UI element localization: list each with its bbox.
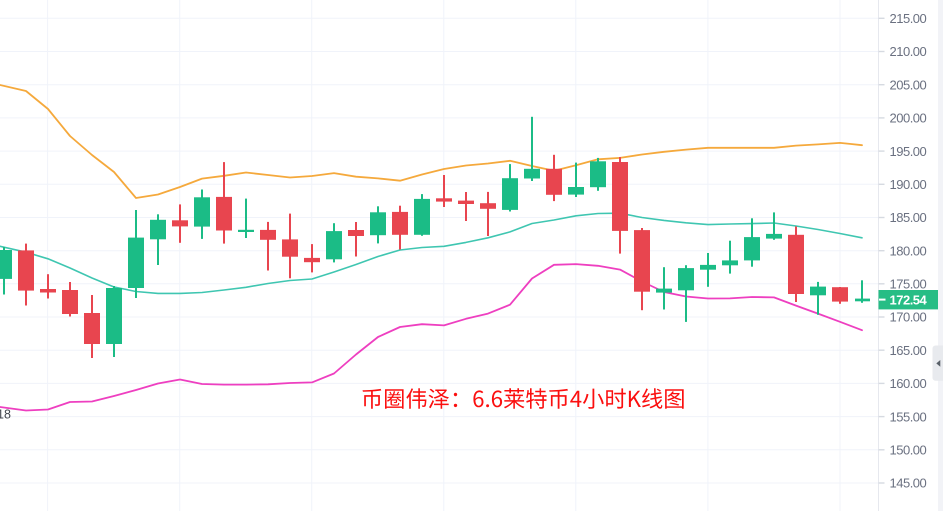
svg-text:210.00: 210.00	[890, 44, 927, 59]
svg-text:215.00: 215.00	[890, 11, 927, 26]
svg-text:165.00: 165.00	[890, 343, 927, 358]
svg-text:205.00: 205.00	[890, 77, 927, 92]
svg-text:180.00: 180.00	[890, 243, 927, 258]
svg-text:195.00: 195.00	[890, 144, 927, 159]
svg-text:150.00: 150.00	[890, 443, 927, 458]
svg-text:155.00: 155.00	[890, 409, 927, 424]
svg-text:175.00: 175.00	[890, 277, 927, 292]
svg-text:190.00: 190.00	[890, 177, 927, 192]
svg-text:185.00: 185.00	[890, 210, 927, 225]
svg-text:170.00: 170.00	[890, 310, 927, 325]
svg-text:145.00: 145.00	[890, 476, 927, 491]
svg-text:200.00: 200.00	[890, 111, 927, 126]
svg-text:160.00: 160.00	[890, 376, 927, 391]
svg-text:172.54: 172.54	[890, 292, 928, 307]
svg-text:18: 18	[0, 408, 11, 422]
